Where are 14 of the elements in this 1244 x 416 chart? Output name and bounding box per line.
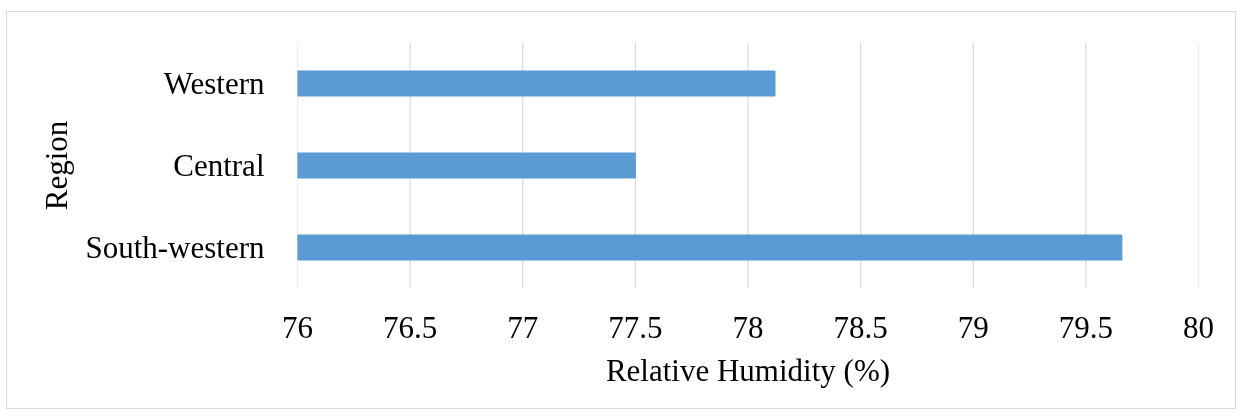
x-tick-label: 79.5 xyxy=(1058,309,1113,345)
x-tick-label: 77.5 xyxy=(608,309,663,345)
y-axis-title: Region xyxy=(39,120,75,211)
x-tick-label: 79 xyxy=(957,309,989,345)
y-tick-label: South-western xyxy=(85,230,265,265)
x-tick-label: 76 xyxy=(282,309,313,345)
x-tick-label: 77 xyxy=(507,309,539,345)
y-tick-label: Central xyxy=(173,148,265,183)
x-tick-label: 80 xyxy=(1183,309,1214,345)
x-tick-label: 78.5 xyxy=(833,309,888,345)
x-axis-title: Relative Humidity (%) xyxy=(605,352,891,388)
x-tick-label: 78 xyxy=(732,309,764,345)
x-tick-label: 76.5 xyxy=(383,309,438,345)
y-tick-label: Western xyxy=(163,66,265,101)
